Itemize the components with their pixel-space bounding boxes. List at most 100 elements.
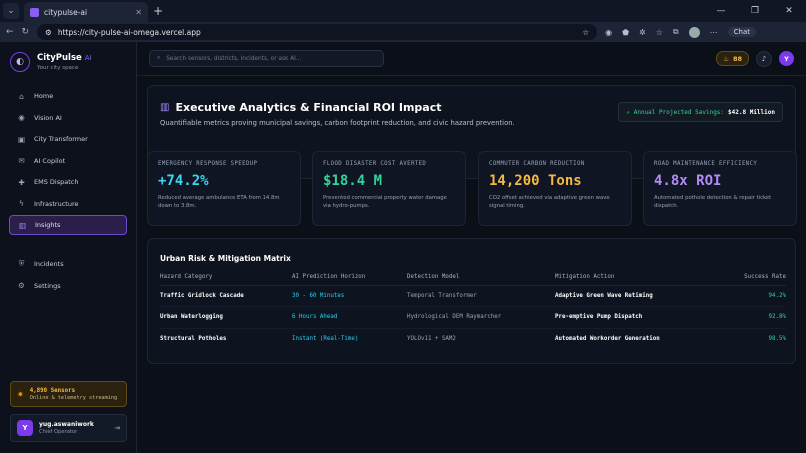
kpi-label: ROAD MAINTENANCE EFFICIENCY <box>654 161 758 167</box>
sidebar-item-label: EMS Dispatch <box>34 178 79 186</box>
sidebar-item-city-transformer[interactable]: ▣ City Transformer <box>9 129 127 149</box>
eye-icon: ◉ <box>18 113 25 122</box>
maximize-icon[interactable]: ❐ <box>750 6 760 16</box>
minimize-icon[interactable]: — <box>716 6 726 16</box>
hazard-cell: Urban Waterlogging <box>160 306 292 329</box>
column-header: Hazard Category <box>160 269 292 286</box>
user-role: Chief Operator <box>39 429 78 435</box>
sidebar-item-ai-copilot[interactable]: ✉ AI Copilot <box>9 151 127 171</box>
tab-menu-button[interactable]: ⌄ <box>3 3 19 19</box>
kpi-card-road: ROAD MAINTENANCE EFFICIENCY 4.8x ROI Aut… <box>643 151 797 226</box>
kpi-card-carbon: COMMUTER CARBON REDUCTION 14,200 Tons CO… <box>478 151 632 226</box>
sidebar-item-incidents[interactable]: ⛨ Incidents <box>9 254 127 274</box>
cpu-icon: ▣ <box>17 134 26 144</box>
kpi-value: $18.4 M <box>323 173 383 189</box>
user-avatar: Y <box>17 420 33 436</box>
sidebar-item-label: Vision AI <box>34 113 62 122</box>
sidebar-item-label: AI Copilot <box>34 156 66 165</box>
matrix-title: Urban Risk & Mitigation Matrix <box>160 254 291 263</box>
flame-icon: ♨ <box>723 54 729 63</box>
column-header: Mitigation Action <box>555 269 715 286</box>
collections-icon[interactable]: ⧉ <box>672 27 679 36</box>
sensor-count: 4,890 Sensors <box>29 387 76 394</box>
back-icon[interactable]: ← <box>6 27 14 37</box>
chat-icon: ✉ <box>18 156 25 165</box>
risk-matrix-panel: Urban Risk & Mitigation Matrix Hazard Ca… <box>147 238 796 364</box>
window-controls: — ❐ ✕ <box>704 0 806 22</box>
chat-button[interactable]: Chat <box>727 27 756 37</box>
kpi-description: CO2 offset achieved via adaptive green w… <box>489 195 610 209</box>
sidebar-item-home[interactable]: ⌂ Home <box>9 86 127 106</box>
risk-matrix-table: Hazard Category AI Prediction Horizon De… <box>160 269 786 350</box>
table-row: Traffic Gridlock Cascade 30 - 60 Minutes… <box>160 285 786 307</box>
brand-name: CityPulse AI <box>37 53 92 63</box>
favorites-icon[interactable]: ☆ <box>655 27 663 37</box>
shield-icon: ⛨ <box>18 259 25 268</box>
close-window-icon[interactable]: ✕ <box>785 6 793 16</box>
streak-score-badge[interactable]: ♨ 88 <box>716 51 749 66</box>
brand[interactable]: ◐ CityPulse AI Your city space <box>0 42 136 82</box>
savings-label: Annual Projected Savings: <box>633 108 725 116</box>
rate-cell: 98.5% <box>768 336 786 342</box>
refresh-icon[interactable]: ↻ <box>21 27 30 37</box>
gear-icon: ⚙ <box>18 281 25 290</box>
page-subtitle: Quantifiable metrics proving municipal s… <box>160 119 515 127</box>
column-header: Detection Model <box>407 269 555 286</box>
column-header: Success Rate <box>715 269 786 286</box>
sensor-status-text: Online & telemetry streaming <box>29 394 118 401</box>
sidebar-item-label: Infrastructure <box>34 199 79 208</box>
top-avatar[interactable]: Y <box>779 51 794 66</box>
notifications-bell-icon[interactable]: ♪ <box>756 50 772 67</box>
search-placeholder: Search sensors, districts, incidents, or… <box>166 55 302 62</box>
puzzle-icon[interactable]: ✲ <box>639 27 646 37</box>
sidebar-item-label: City Transformer <box>34 135 88 143</box>
sidebar-item-label: Incidents <box>34 260 64 268</box>
kpi-label: EMERGENCY RESPONSE SPEEDUP <box>158 161 258 167</box>
sidebar-item-insights[interactable]: ▥ Insights <box>9 215 127 235</box>
search-icon: ⌕ <box>157 55 161 61</box>
address-bar[interactable]: ⚙ https://city-pulse-ai-omega.vercel.app… <box>37 24 598 40</box>
app-root: ◐ CityPulse AI Your city space ⌂ Home ◉ V… <box>0 42 806 453</box>
kpi-label: FLOOD DISASTER COST AVERTED <box>323 161 427 167</box>
new-tab-button[interactable]: + <box>153 4 164 18</box>
close-tab-icon[interactable]: ✕ <box>135 7 142 17</box>
sensor-status-card: ✷ 4,890 Sensors Online & telemetry strea… <box>10 381 127 407</box>
browser-tab[interactable]: citypulse-ai ✕ <box>24 2 148 22</box>
sidebar-item-label: Home <box>34 92 54 100</box>
extension-icon[interactable]: ◉ <box>605 27 613 37</box>
kpi-card-emergency: EMERGENCY RESPONSE SPEEDUP +74.2% Reduce… <box>147 151 301 226</box>
page-title: ▥ Executive Analytics & Financial ROI Im… <box>160 101 442 114</box>
chart-icon: ▥ <box>18 220 27 230</box>
bolt-icon: ϟ <box>19 199 24 208</box>
kpi-label: COMMUTER CARBON REDUCTION <box>489 161 585 167</box>
browser-tab-bar: ⌄ citypulse-ai ✕ + — ❐ ✕ <box>0 0 806 22</box>
kpi-description: Automated pothole detection & repair tic… <box>654 195 772 209</box>
more-icon[interactable]: ⋯ <box>709 27 718 37</box>
brand-subtitle: Your city space <box>37 65 79 71</box>
hazard-cell: Structural Potholes <box>160 336 227 342</box>
shield-extension-icon[interactable]: ⬟ <box>622 27 630 37</box>
kpi-value: 4.8x ROI <box>654 173 722 189</box>
horizon-cell: 30 - 60 Minutes <box>292 285 407 307</box>
table-row: Urban Waterlogging 6 Hours Ahead Hydrolo… <box>160 306 786 329</box>
sidebar-item-infrastructure[interactable]: ϟ Infrastructure <box>9 194 127 214</box>
sidebar-item-settings[interactable]: ⚙ Settings <box>9 276 127 296</box>
sensor-icon: ✷ <box>17 389 24 399</box>
profile-avatar[interactable] <box>688 26 700 38</box>
site-info-icon[interactable]: ⚙ <box>45 27 52 37</box>
tab-favicon-icon <box>30 7 39 17</box>
kpi-description: Reduced average ambulance ETA from 14.8m… <box>158 195 280 209</box>
savings-value: $42.8 Million <box>728 108 775 116</box>
annual-savings-badge: ↗ Annual Projected Savings: $42.8 Millio… <box>618 102 783 122</box>
model-cell: Hydrological DEM Raymarcher <box>407 306 555 329</box>
search-input[interactable]: ⌕ Search sensors, districts, incidents, … <box>149 50 384 67</box>
user-card[interactable]: Y yug.aswaniwork Chief Operator ⇥ <box>10 414 127 442</box>
favorite-star-icon[interactable]: ☆ <box>582 27 590 37</box>
brand-ai-tag: AI <box>84 54 92 62</box>
hazard-cell: Traffic Gridlock Cascade <box>160 285 292 307</box>
sidebar-item-vision-ai[interactable]: ◉ Vision AI <box>9 108 127 128</box>
user-name: yug.aswaniwork <box>39 421 94 428</box>
logout-icon[interactable]: ⇥ <box>114 424 120 432</box>
sidebar-item-ems-dispatch[interactable]: ✚ EMS Dispatch <box>9 172 127 192</box>
top-bar: ⌕ Search sensors, districts, incidents, … <box>137 42 806 76</box>
